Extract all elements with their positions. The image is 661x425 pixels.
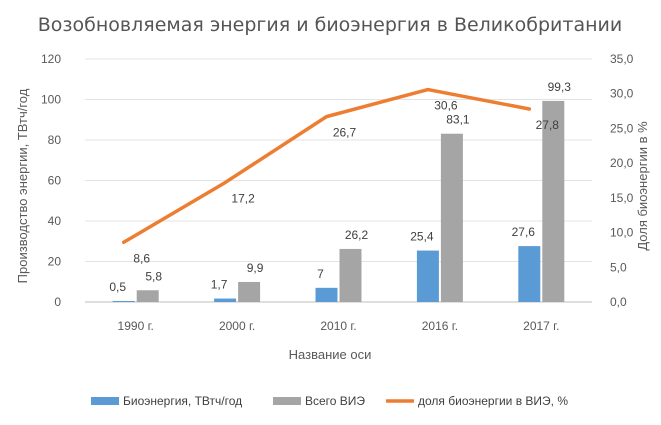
line-series-path [121, 87, 532, 245]
bar-data-label: 27,6 [512, 225, 536, 239]
y2-tick-label: 25,0 [610, 121, 634, 135]
line-data-label: 26,7 [333, 126, 357, 140]
x-tick-label: 1990 г. [118, 319, 154, 333]
y2-tick-label: 20,0 [610, 156, 634, 170]
bar [440, 133, 463, 302]
bar-data-label: 99,3 [548, 80, 572, 94]
line-data-label: 30,6 [434, 99, 458, 113]
bar [214, 298, 237, 302]
y2-tick-label: 15,0 [610, 191, 634, 205]
legend: Биоэнергия, ТВтч/год Всего ВИЭ доля биоэне… [91, 394, 568, 408]
bar [112, 300, 135, 302]
bar [542, 100, 565, 302]
y-tick-label: 0 [54, 295, 61, 309]
left-axis-ticks: 0 20 40 60 80 100 120 [41, 52, 61, 309]
bar [238, 281, 261, 302]
line-series [121, 87, 532, 245]
bar-data-label: 0,5 [109, 280, 126, 294]
y-tick-label: 80 [48, 133, 62, 147]
bar-data-label: 7 [317, 267, 324, 281]
x-tick-label: 2000 г. [219, 319, 255, 333]
y2-tick-label: 5,0 [610, 260, 627, 274]
x-tick-label: 2016 г. [422, 319, 458, 333]
bar [136, 290, 159, 302]
right-axis-ticks: 0,0 5,0 10,0 15,0 20,0 25,0 30,0 35,0 [610, 52, 634, 309]
legend-swatch [273, 397, 301, 405]
bar-data-label: 25,4 [410, 230, 434, 244]
bar [315, 287, 338, 302]
y-tick-label: 100 [41, 93, 61, 107]
bar-data-label: 1,7 [211, 278, 228, 292]
bars [112, 100, 565, 302]
bar [518, 246, 541, 302]
bar-data-label: 26,2 [345, 228, 369, 242]
legend-label: Всего ВИЭ [305, 394, 365, 408]
y-tick-label: 120 [41, 52, 61, 66]
bar-data-label: 83,1 [446, 113, 470, 127]
bar-data-label: 9,9 [247, 261, 264, 275]
x-axis-title: Название оси [289, 347, 372, 362]
x-tick-label: 2017 г. [523, 319, 559, 333]
x-tick-label: 2010 г. [320, 319, 356, 333]
y-tick-label: 20 [48, 255, 62, 269]
y2-tick-label: 30,0 [610, 87, 634, 101]
y-axis-title: Производство энергии, ТВтч/год [15, 88, 30, 283]
legend-label: Биоэнергия, ТВтч/год [123, 394, 242, 408]
y2-tick-label: 10,0 [610, 226, 634, 240]
bar-data-label: 5,8 [145, 269, 162, 283]
chart-title: Возобновляемая энергия и биоэнергия в Ве… [38, 14, 622, 36]
y2-axis-title: Доля биоэнергии в % [635, 121, 650, 251]
y2-tick-label: 0,0 [610, 295, 627, 309]
y2-tick-label: 35,0 [610, 52, 634, 66]
legend-swatch [91, 397, 119, 405]
x-axis-ticks: 1990 г. 2000 г. 2010 г. 2016 г. 2017 г. [118, 319, 560, 333]
bar [416, 250, 439, 302]
bar [339, 248, 362, 302]
line-data-label: 8,6 [133, 251, 150, 265]
gridlines [85, 58, 592, 303]
line-data-label: 27,8 [536, 118, 560, 132]
y-tick-label: 60 [48, 174, 62, 188]
data-labels: 0,5 1,7 7 25,4 27,6 5,8 9,9 26,2 83,1 99,3 8,6 17,2… [109, 80, 571, 294]
y-tick-label: 40 [48, 214, 62, 228]
line-data-label: 17,2 [231, 192, 255, 206]
legend-label: доля биоэнергии в ВИЭ, % [418, 394, 568, 408]
